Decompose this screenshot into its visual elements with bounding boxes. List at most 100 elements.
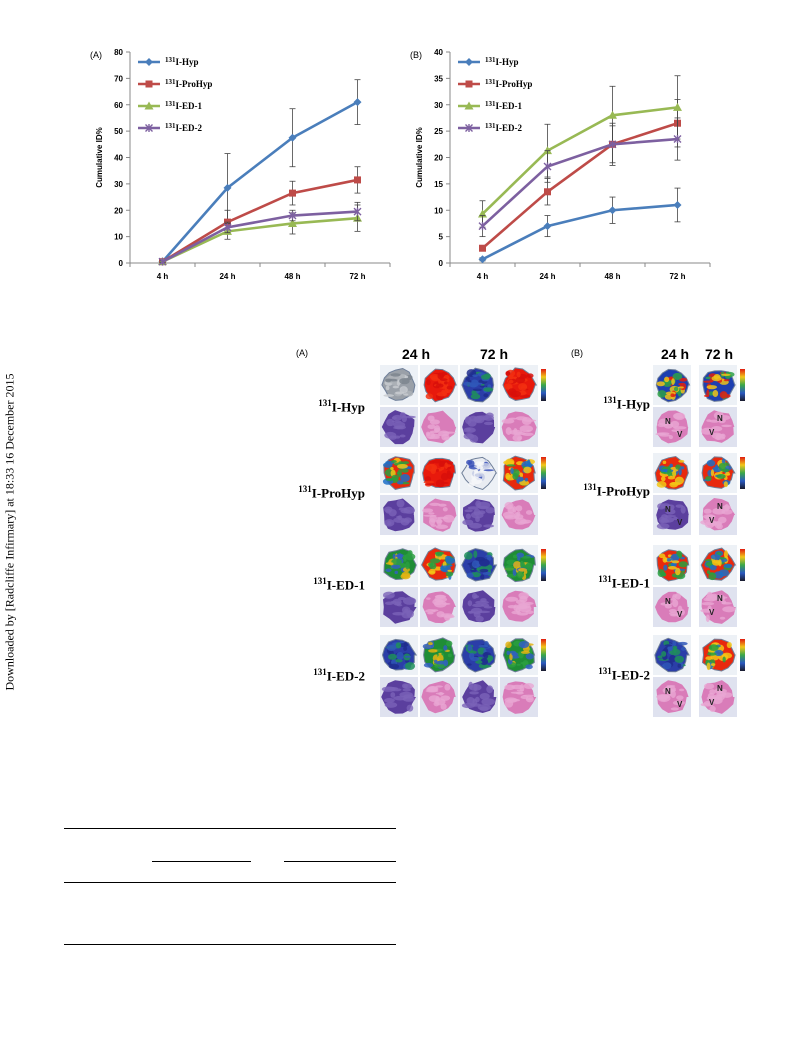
- stain-texture: [392, 414, 403, 421]
- autoradiograph-24h-b: [420, 545, 458, 585]
- tumor-histology-24h: NV: [653, 495, 691, 535]
- signal-speck: [444, 381, 448, 385]
- signal-speck: [395, 642, 402, 649]
- series-i-ed-1: [478, 75, 682, 228]
- signal-speck: [399, 386, 408, 394]
- signal-speck: [475, 382, 483, 385]
- signal-speck: [520, 555, 531, 559]
- stain-texture: [444, 683, 451, 691]
- tumor-autoradiograph-24h: [653, 365, 691, 405]
- series-line: [481, 106, 678, 215]
- signal-speck: [503, 460, 514, 466]
- stain-texture: [423, 514, 437, 517]
- signal-speck: [480, 657, 489, 666]
- stain-texture: [402, 696, 415, 702]
- stain-texture: [425, 689, 439, 693]
- tumor-autoradiograph-72h: [699, 365, 745, 405]
- stain-texture: [670, 420, 680, 428]
- stain-texture: [656, 523, 670, 530]
- panel-b-col-24h: 24 h: [661, 346, 690, 362]
- stain-texture: [703, 597, 711, 602]
- histology-72h-b: [500, 677, 538, 717]
- stain-texture: [724, 504, 730, 512]
- signal-speck: [392, 553, 396, 560]
- signal-speck: [719, 391, 728, 399]
- stain-texture: [700, 519, 715, 525]
- tumor-autoradiograph-24h: [653, 545, 691, 585]
- signal-speck: [443, 659, 449, 667]
- stain-texture: [657, 503, 666, 510]
- signal-speck: [662, 556, 668, 563]
- signal-speck: [674, 655, 685, 663]
- signal-speck: [508, 374, 514, 380]
- stain-texture: [706, 695, 718, 701]
- signal-speck: [670, 393, 675, 398]
- series-line: [481, 121, 678, 250]
- stain-texture: [720, 433, 726, 439]
- stain-texture: [668, 435, 673, 440]
- intensity-scale-bar: [740, 639, 745, 671]
- legend-sup: 131: [165, 100, 176, 108]
- legend-entry: 131I-ProHyp: [485, 78, 532, 89]
- stain-texture: [510, 691, 524, 694]
- series-line: [161, 100, 359, 263]
- signal-speck: [390, 373, 401, 377]
- stain-texture: [505, 596, 519, 602]
- signal-speck: [680, 646, 686, 651]
- y-tick-label: 80: [114, 48, 123, 57]
- autoradiograph-24h-b: [420, 453, 458, 493]
- y-tick-label: 15: [434, 180, 443, 189]
- data-point: [288, 133, 297, 142]
- signal-speck: [705, 476, 712, 481]
- stain-texture: [518, 592, 529, 600]
- stain-texture: [519, 684, 525, 692]
- signal-speck: [671, 560, 680, 564]
- stain-texture: [396, 499, 405, 508]
- histology-label: N: [665, 687, 671, 696]
- signal-speck: [398, 461, 404, 465]
- stain-texture: [512, 434, 523, 442]
- signal-speck: [481, 664, 492, 668]
- stain-texture: [435, 692, 445, 695]
- y-tick-label: 25: [434, 127, 443, 136]
- signal-speck: [505, 370, 511, 377]
- stain-texture: [393, 517, 406, 523]
- chart-panel-label: (A): [90, 50, 102, 60]
- signal-speck: [667, 566, 677, 570]
- autoradiograph-24h-a: [380, 635, 418, 675]
- signal-speck: [435, 479, 445, 488]
- tumor-autoradiograph-72h: [699, 545, 745, 585]
- signal-speck: [391, 474, 399, 481]
- signal-speck: [509, 653, 513, 661]
- autoradiograph-72h-a: [460, 635, 498, 675]
- stain-texture: [468, 683, 482, 691]
- table-group-rule-2: [284, 861, 396, 862]
- stain-texture: [507, 605, 517, 609]
- signal-speck: [445, 557, 456, 565]
- intensity-scale-bar: [541, 369, 546, 401]
- stain-texture: [390, 692, 396, 698]
- stain-texture: [475, 516, 480, 523]
- stain-texture: [703, 683, 715, 690]
- tumor-histology-72h: NV: [699, 677, 737, 717]
- signal-speck: [714, 649, 724, 657]
- signal-speck: [712, 559, 721, 566]
- stain-texture: [712, 507, 726, 515]
- data-point: [543, 162, 552, 171]
- histology-72h-a: [460, 495, 498, 535]
- signal-speck: [667, 476, 676, 480]
- signal-speck: [706, 652, 717, 656]
- panel-b-label: (B): [571, 348, 583, 358]
- signal-speck: [680, 466, 685, 470]
- signal-speck: [480, 374, 491, 380]
- signal-speck: [677, 663, 682, 668]
- histology-label: N: [717, 414, 723, 423]
- panel-a-label: (A): [296, 348, 308, 358]
- stain-texture: [676, 695, 684, 701]
- panel-a-col-72h: 72 h: [480, 346, 509, 362]
- legend-name: I-Hyp: [496, 57, 519, 67]
- chart-b-cumulative-id: 0 5 10 15 20 25 30 35 40 4 h 24 h 48 h 72 h (B) Cumula…: [400, 40, 720, 290]
- signal-speck: [466, 572, 474, 578]
- signal-speck: [483, 387, 494, 392]
- legend-name: I-ProHyp: [496, 79, 533, 89]
